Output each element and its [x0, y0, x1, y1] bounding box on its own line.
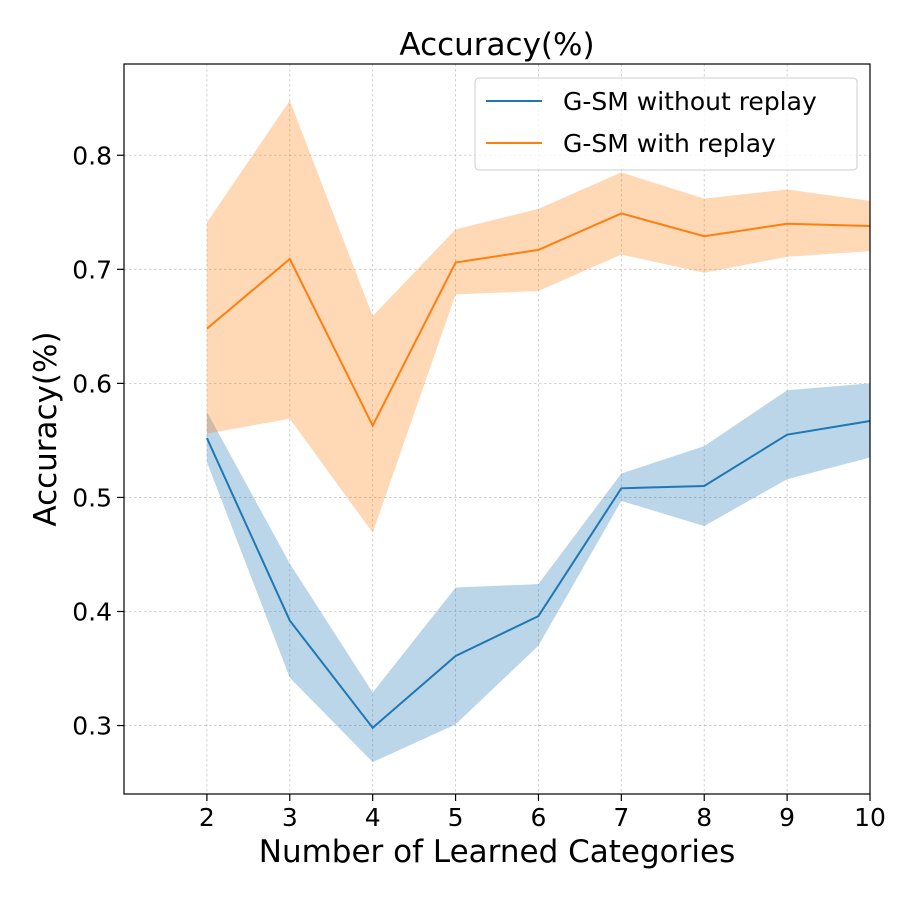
- x-tick-label: 7: [613, 803, 629, 832]
- x-tick-label: 3: [282, 803, 298, 832]
- line-with-replay: [206, 212, 871, 428]
- y-tick-label: 0.4: [72, 598, 112, 627]
- x-axis-label: Number of Learned Categories: [259, 834, 735, 870]
- series-lines: [205, 212, 871, 730]
- y-tick-label: 0.6: [72, 369, 112, 398]
- band-without-replay: [206, 383, 870, 763]
- legend-label-without-replay: G-SM without replay: [563, 87, 817, 116]
- x-tick-label: 2: [199, 803, 215, 832]
- y-tick-label: 0.8: [72, 141, 112, 170]
- line-without-replay: [205, 420, 871, 730]
- y-tick-label: 0.5: [72, 483, 112, 512]
- legend: G-SM without replay G-SM with replay: [474, 77, 858, 171]
- x-tick-label: 6: [530, 803, 546, 832]
- chart-title: Accuracy(%): [399, 27, 594, 63]
- x-tick-label: 8: [696, 803, 712, 832]
- y-axis-ticks: 0.3 0.4 0.5 0.6 0.7 0.8: [72, 141, 124, 741]
- x-tick-label: 5: [448, 803, 464, 832]
- x-tick-label: 9: [779, 803, 795, 832]
- y-tick-label: 0.7: [72, 255, 112, 284]
- plot-frame: [123, 63, 871, 795]
- y-tick-label: 0.3: [72, 712, 112, 741]
- x-axis-ticks: 2 3 4 5 6 7 8 9 10: [199, 794, 886, 832]
- legend-label-with-replay: G-SM with replay: [563, 129, 776, 158]
- x-tick-label: 10: [854, 803, 886, 832]
- legend-box: [474, 77, 858, 171]
- x-tick-label: 4: [365, 803, 381, 832]
- y-axis-label: Accuracy(%): [28, 331, 64, 526]
